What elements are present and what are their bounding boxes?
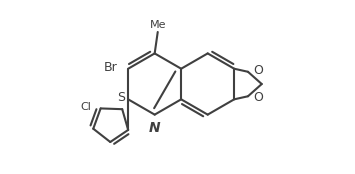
Text: O: O [253,64,263,77]
Text: N: N [149,121,160,135]
Text: Cl: Cl [81,102,92,112]
Text: O: O [253,91,263,104]
Text: S: S [117,91,125,104]
Text: Br: Br [104,61,118,74]
Text: Me: Me [149,21,166,30]
